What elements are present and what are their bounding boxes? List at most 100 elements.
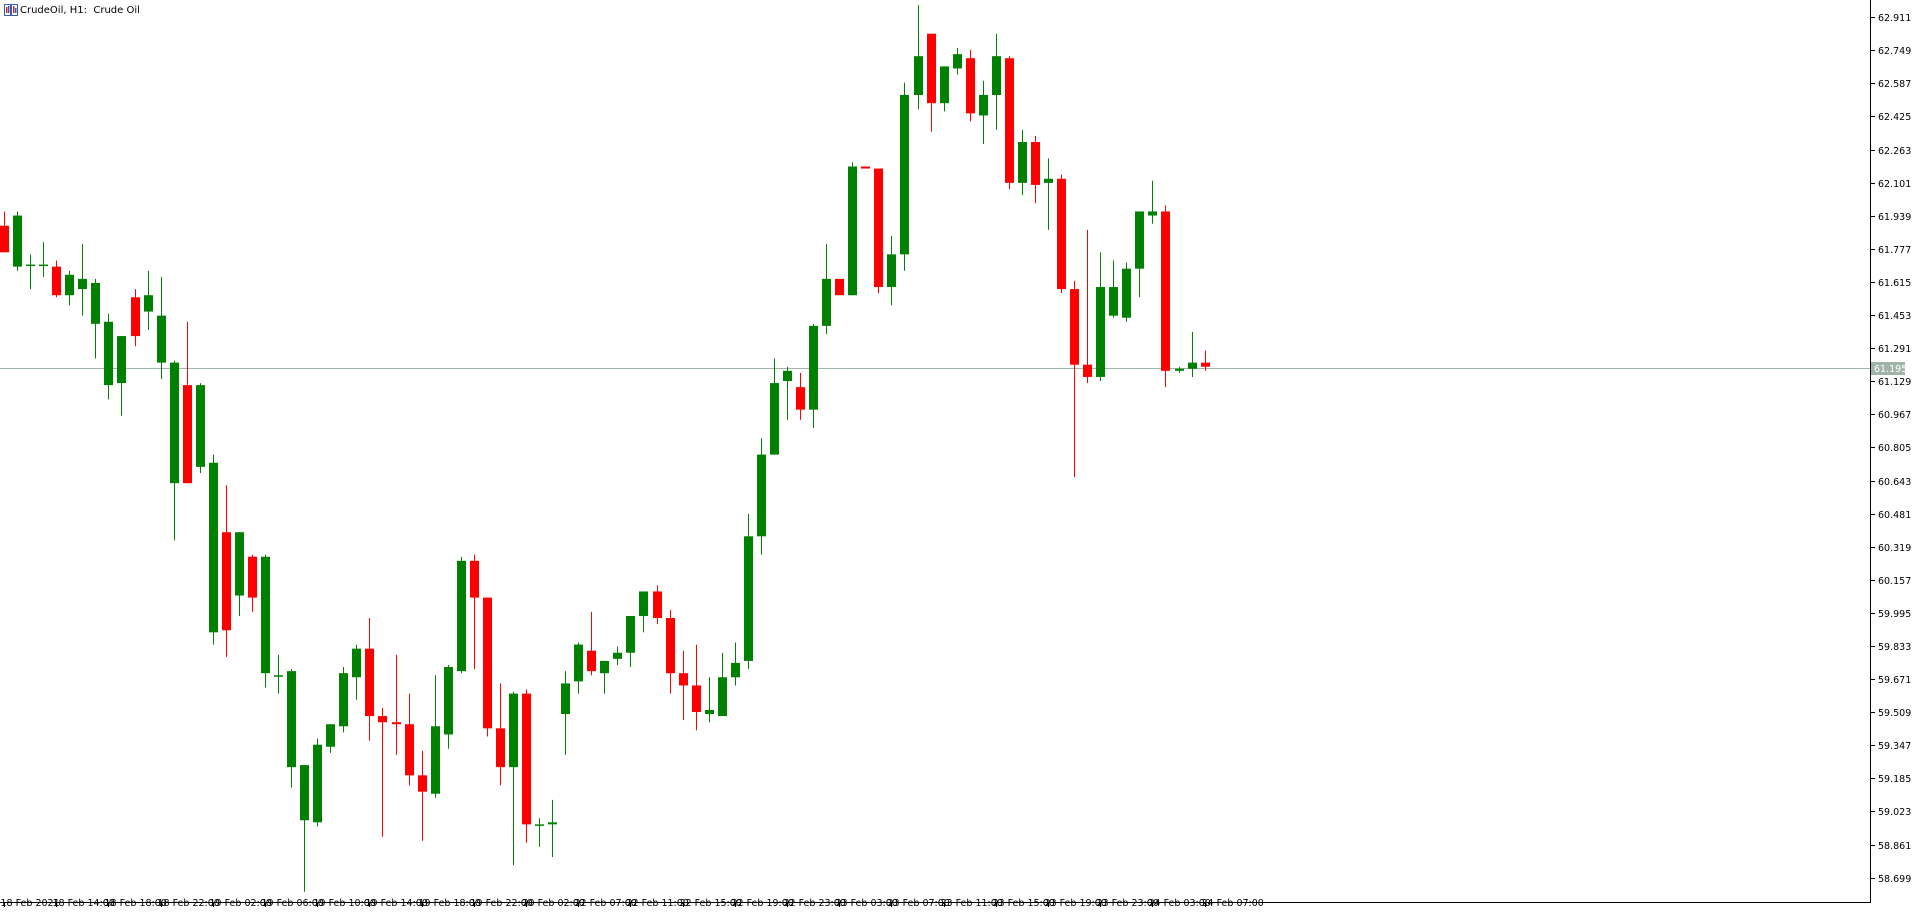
candle[interactable] (757, 438, 766, 555)
candle[interactable] (496, 683, 505, 786)
candle[interactable] (1005, 56, 1014, 189)
candle[interactable] (613, 646, 622, 666)
candle[interactable] (561, 671, 570, 755)
candle[interactable] (235, 532, 244, 616)
candle[interactable] (1161, 205, 1170, 388)
candle[interactable] (874, 168, 883, 294)
candle[interactable] (626, 615, 635, 668)
candle[interactable] (1096, 252, 1105, 382)
price-axis[interactable]: 62.911 62.749 62.587 62.425 62.263 62.101 61.9… (1870, 13, 1911, 885)
candle[interactable] (300, 765, 309, 892)
candle[interactable] (940, 66, 949, 112)
candle[interactable] (966, 50, 975, 122)
candle[interactable] (144, 270, 153, 330)
candle[interactable] (587, 611, 596, 676)
candle[interactable] (666, 609, 675, 694)
candle[interactable] (522, 689, 531, 843)
candle[interactable] (431, 675, 440, 798)
candle[interactable] (639, 591, 648, 633)
candle[interactable] (444, 665, 453, 749)
candle[interactable] (26, 254, 35, 290)
candle[interactable] (248, 554, 257, 612)
candle[interactable] (418, 750, 427, 841)
candle[interactable] (796, 372, 805, 420)
candle[interactable] (196, 383, 205, 473)
candle[interactable] (170, 360, 179, 541)
candle[interactable] (222, 485, 231, 657)
candle[interactable] (574, 642, 583, 694)
candle[interactable] (1070, 280, 1079, 478)
candle[interactable] (861, 166, 870, 169)
candle[interactable] (1201, 350, 1210, 371)
candle[interactable] (104, 313, 113, 400)
candle[interactable] (718, 652, 727, 717)
candles-layer[interactable] (0, 5, 1210, 892)
candle[interactable] (953, 48, 962, 75)
candle[interactable] (287, 669, 296, 788)
candle[interactable] (1175, 366, 1184, 373)
candle-body (378, 716, 387, 723)
candle[interactable] (1031, 135, 1040, 204)
candle[interactable] (339, 667, 348, 733)
candle[interactable] (457, 556, 466, 674)
candle[interactable] (483, 597, 492, 737)
candle[interactable] (1122, 262, 1131, 322)
candle[interactable] (1018, 129, 1027, 196)
candle[interactable] (809, 323, 818, 429)
candle[interactable] (39, 242, 48, 277)
candle[interactable] (274, 654, 283, 694)
candle[interactable] (1044, 158, 1053, 230)
candle[interactable] (783, 366, 792, 420)
candle[interactable] (927, 33, 936, 132)
candle[interactable] (900, 82, 909, 271)
candle[interactable] (653, 585, 662, 625)
candle[interactable] (848, 162, 857, 296)
candle[interactable] (13, 211, 22, 271)
x-tick-label: 22 Feb 19:00 (732, 898, 794, 909)
candle[interactable] (887, 235, 896, 306)
candle[interactable] (117, 336, 126, 416)
candle[interactable] (209, 454, 218, 645)
candle[interactable] (1188, 331, 1197, 377)
candle[interactable] (352, 644, 361, 700)
candle[interactable] (979, 80, 988, 145)
candle[interactable] (91, 278, 100, 359)
candle[interactable] (731, 642, 740, 686)
candle[interactable] (548, 799, 557, 858)
candle[interactable] (157, 276, 166, 379)
candle[interactable] (679, 650, 688, 721)
candle[interactable] (0, 211, 9, 253)
candle[interactable] (509, 691, 518, 866)
candle[interactable] (470, 554, 479, 670)
candle[interactable] (52, 260, 61, 298)
candle[interactable] (313, 738, 322, 827)
candle[interactable] (131, 289, 140, 347)
candle[interactable] (405, 693, 414, 786)
candle[interactable] (326, 724, 335, 753)
candle-body (1070, 289, 1079, 365)
candle[interactable] (1148, 180, 1157, 224)
candle[interactable] (770, 358, 779, 455)
candle[interactable] (1109, 260, 1118, 318)
candle[interactable] (705, 677, 714, 723)
candle[interactable] (744, 513, 753, 670)
candle[interactable] (78, 244, 87, 316)
candle[interactable] (183, 321, 192, 484)
candle[interactable] (378, 707, 387, 837)
candle[interactable] (1083, 229, 1092, 384)
candle[interactable] (992, 33, 1001, 130)
candle[interactable] (600, 660, 609, 694)
candle[interactable] (392, 654, 401, 755)
candle[interactable] (365, 618, 374, 741)
candle[interactable] (914, 5, 923, 110)
candle[interactable] (692, 644, 701, 731)
candle[interactable] (822, 244, 831, 335)
candle[interactable] (65, 270, 74, 306)
candle[interactable] (835, 278, 844, 296)
candle[interactable] (1057, 174, 1066, 294)
candle[interactable] (261, 554, 270, 688)
candle[interactable] (1135, 211, 1144, 298)
candle[interactable] (535, 818, 544, 847)
